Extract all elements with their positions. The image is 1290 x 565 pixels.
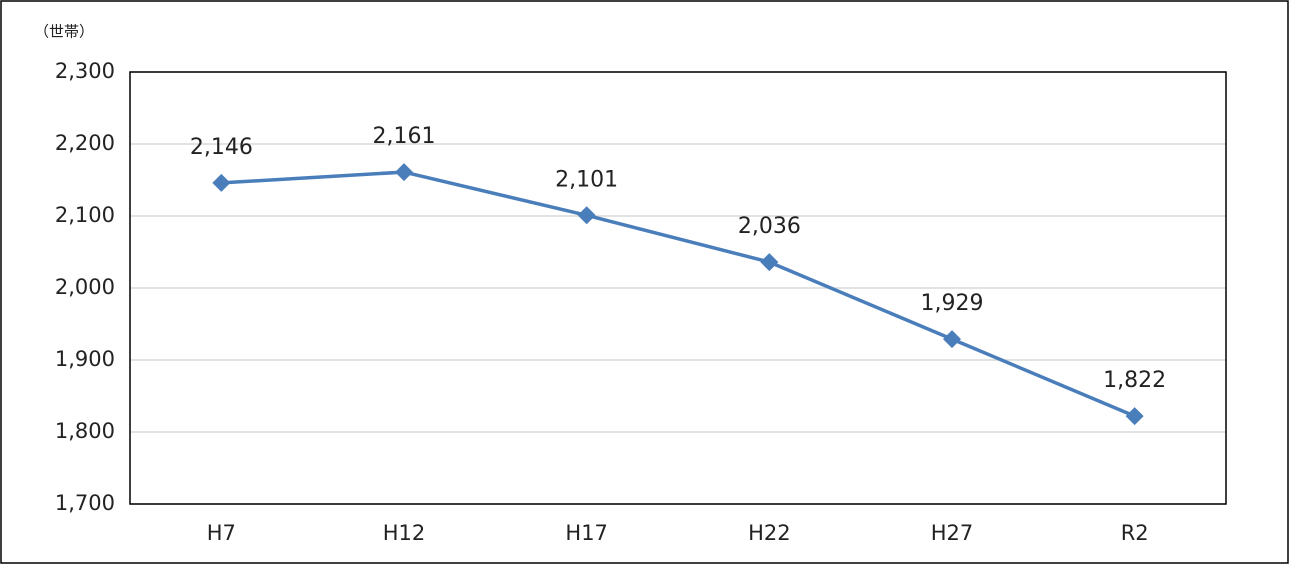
x-tick-label: R2 (1121, 521, 1149, 545)
y-tick-label: 2,300 (55, 59, 115, 83)
data-point (943, 330, 961, 349)
y-tick-label: 1,900 (55, 347, 115, 371)
x-tick-label: H22 (748, 521, 791, 545)
y-tick-label: 2,200 (55, 131, 115, 155)
y-tick-label: 1,800 (55, 419, 115, 443)
x-tick-label: H7 (207, 521, 236, 545)
data-label: 2,036 (738, 214, 801, 239)
unit-label: （世帯） (34, 23, 94, 41)
x-tick-label: H27 (931, 521, 974, 545)
data-line (221, 170, 1136, 418)
plot-border (129, 71, 1227, 505)
y-tick-label: 2,000 (55, 275, 115, 299)
data-point (212, 173, 231, 192)
x-tick-label: H17 (565, 521, 608, 545)
data-label: 2,161 (373, 124, 436, 149)
data-point (395, 163, 413, 182)
data-label: 2,146 (190, 135, 253, 160)
data-point (760, 253, 779, 272)
data-label: 1,929 (921, 291, 984, 316)
y-tick-label: 1,700 (55, 491, 115, 515)
y-tick-label: 2,100 (55, 203, 115, 227)
x-tick-label: H12 (383, 521, 426, 545)
data-point (1125, 407, 1144, 426)
data-label: 2,101 (555, 167, 618, 192)
data-point (577, 206, 596, 225)
data-label: 1,822 (1103, 368, 1166, 393)
